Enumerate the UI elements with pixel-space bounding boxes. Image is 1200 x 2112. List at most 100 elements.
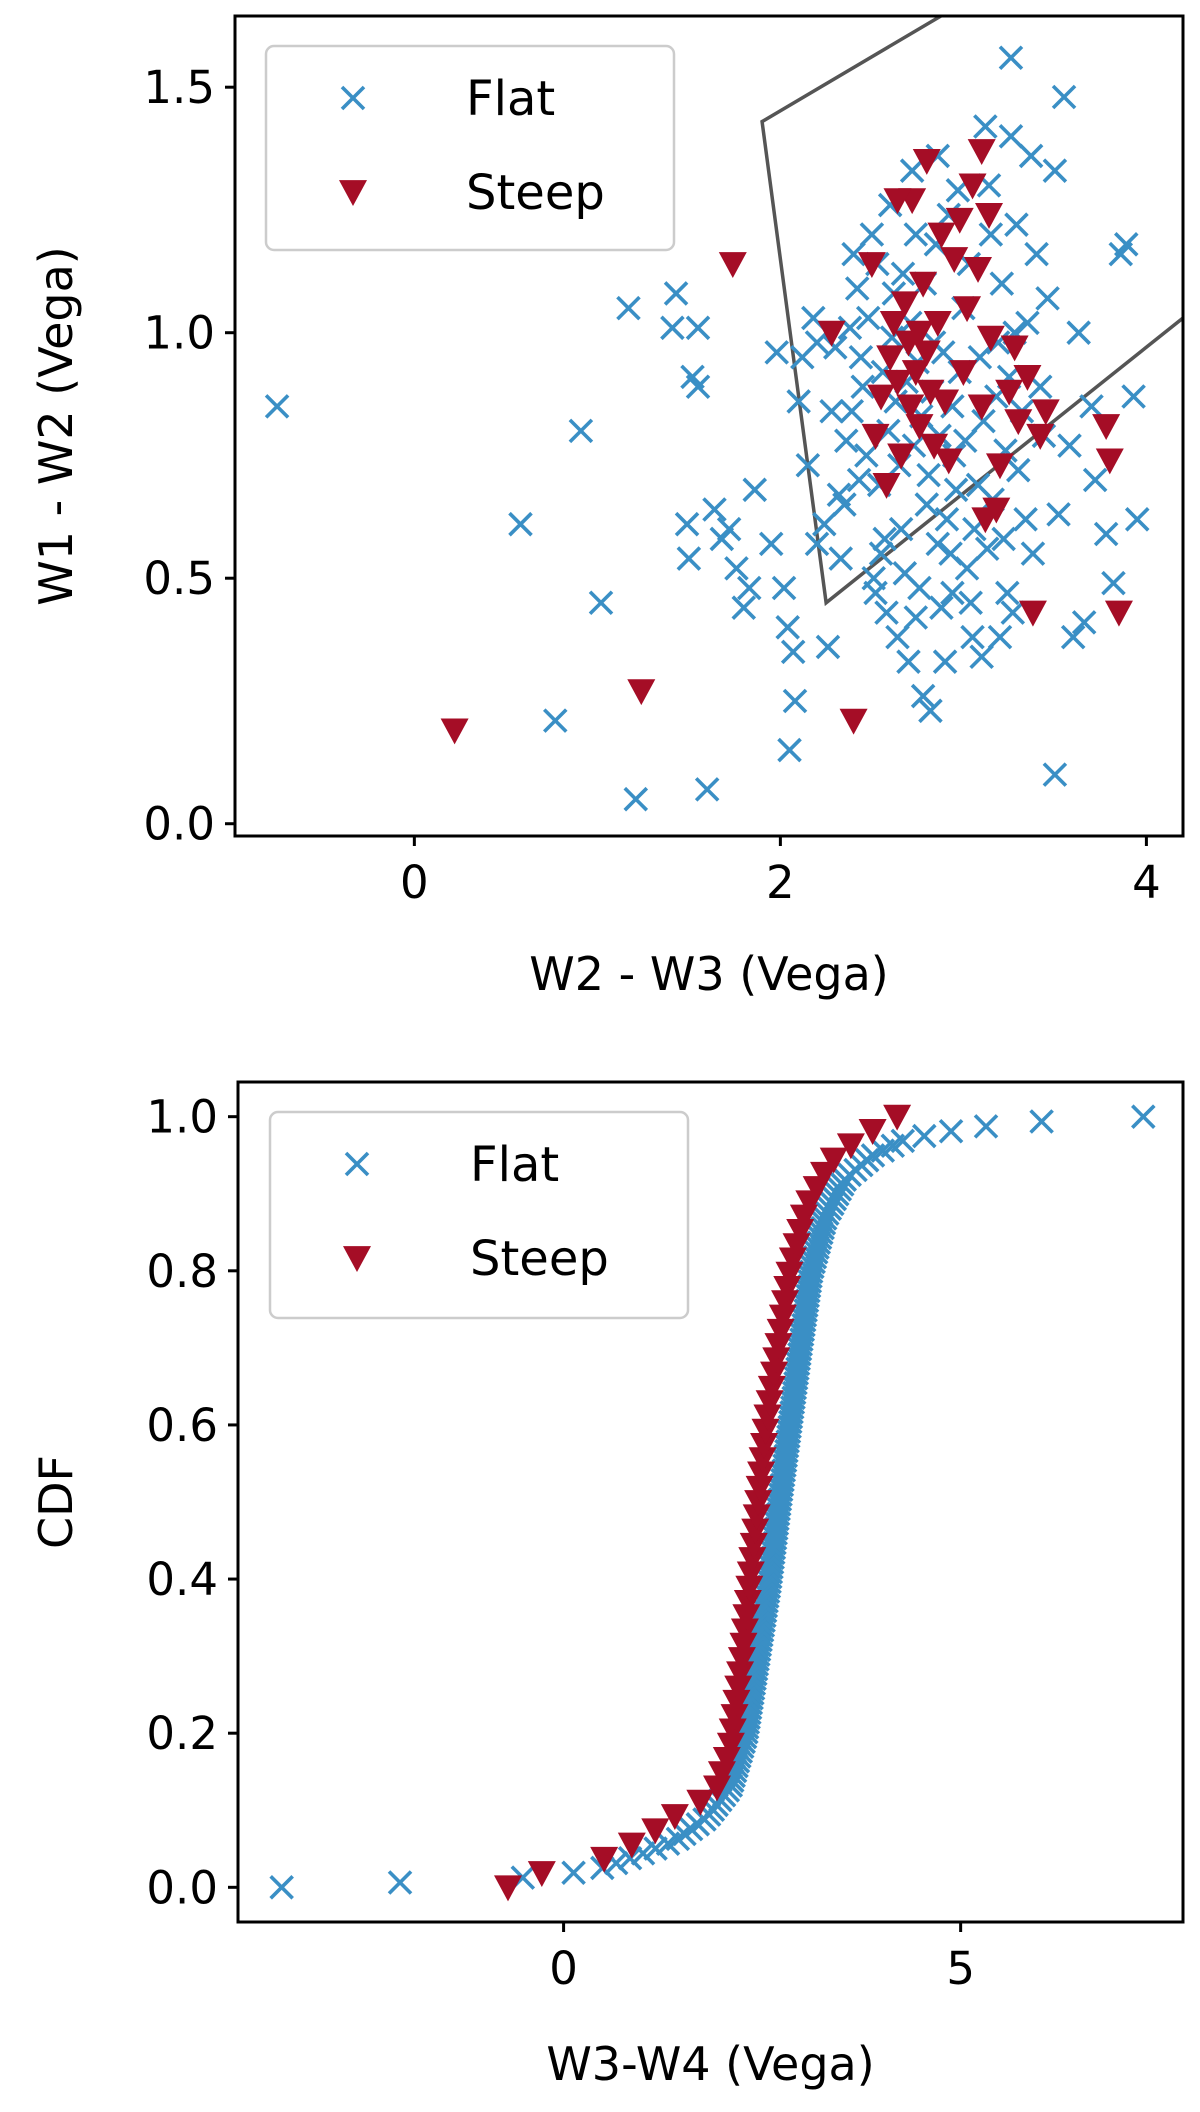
flat-point — [833, 428, 859, 454]
flat-point — [724, 556, 749, 581]
flat-point — [912, 1123, 937, 1149]
flat-point — [663, 281, 689, 306]
steep-point — [958, 173, 987, 200]
flat-point — [1079, 394, 1104, 419]
flat-point — [998, 45, 1024, 71]
steep-point — [967, 394, 996, 421]
flat-point — [938, 1118, 964, 1144]
steep-point — [927, 222, 956, 249]
flat-point — [848, 344, 874, 370]
steep-point — [995, 379, 1024, 406]
flat-point — [1020, 541, 1046, 566]
steep-point — [1018, 600, 1047, 627]
flat-point — [616, 295, 641, 321]
steep-point — [747, 1461, 776, 1488]
flat-point — [841, 241, 866, 267]
flat-point — [918, 698, 943, 724]
flat-point — [1004, 212, 1029, 237]
color-color-legend: Flat Steep — [264, 44, 676, 252]
steep-point — [923, 310, 952, 337]
steep-point — [857, 252, 886, 278]
flat-point — [588, 590, 614, 616]
flat-point — [736, 575, 762, 601]
y-tick-label: 1.5 — [143, 61, 215, 114]
steep-point — [905, 414, 934, 440]
flat-point — [561, 1860, 586, 1886]
steep-point — [934, 448, 963, 475]
steep-point — [912, 340, 941, 367]
flat-point — [899, 158, 925, 183]
flat-point — [694, 777, 720, 802]
steep-point — [745, 1475, 774, 1502]
steep-point — [775, 1261, 804, 1288]
flat-point — [943, 477, 969, 503]
steep-point — [762, 1347, 791, 1374]
steep-point — [890, 291, 919, 318]
color-color-y-axis-label: W1 - W2 (Vega) — [29, 246, 83, 605]
steep-point — [867, 384, 896, 411]
steep-point — [686, 1789, 715, 1816]
flat-point — [1060, 624, 1086, 650]
steep-point — [741, 1518, 770, 1545]
flat-point — [896, 649, 921, 674]
steep-point — [949, 360, 978, 386]
flat-point — [879, 325, 905, 350]
flat-point — [872, 526, 897, 552]
flat-point — [932, 649, 958, 674]
legend-steep-label: Steep — [466, 165, 605, 221]
steep-point — [976, 325, 1005, 352]
legend-steep-marker-icon — [339, 180, 367, 206]
cdf-legend: Flat Steep — [268, 1110, 690, 1320]
flat-point — [874, 600, 899, 625]
flat-point — [508, 511, 533, 537]
flat-point — [643, 1836, 668, 1861]
steep-point — [732, 1604, 761, 1631]
flat-point — [991, 526, 1016, 552]
steep-point — [729, 1632, 758, 1659]
flat-point — [969, 644, 994, 670]
steep-point — [726, 1661, 755, 1688]
steep-point — [819, 1147, 848, 1174]
flat-point — [771, 575, 797, 601]
flat-point — [782, 688, 808, 714]
flat-point — [914, 492, 940, 517]
flat-point — [823, 335, 848, 360]
flat-point — [269, 1875, 294, 1900]
steep-point — [627, 679, 656, 706]
color-color-axes-frame — [233, 14, 1185, 838]
y-tick-label: 0.0 — [143, 798, 215, 851]
steep-point — [1095, 448, 1124, 475]
steep-point — [718, 252, 747, 278]
flat-point — [685, 374, 711, 399]
steep-point — [751, 1418, 780, 1445]
steep-point — [953, 296, 982, 323]
steep-point — [738, 1547, 767, 1574]
steep-point — [1013, 364, 1042, 391]
flat-point — [989, 271, 1015, 296]
steep-point — [768, 1304, 797, 1331]
flat-point — [903, 605, 929, 630]
flat-point — [758, 531, 784, 557]
x-tick-label: 4 — [1132, 856, 1161, 909]
flat-point — [978, 222, 1004, 247]
steep-point — [778, 1247, 807, 1274]
steep-point — [985, 453, 1014, 480]
flat-point — [1006, 457, 1031, 483]
flat-point — [940, 580, 965, 606]
flat-point — [850, 374, 876, 399]
steep-point — [660, 1804, 689, 1830]
color-color-panel: 0 2 4 0.0 0.5 1.0 1.5 W2 - W3 (Vega) W1 - W2 (… — [29, 14, 1185, 1001]
legend-triangle-marker — [343, 1246, 371, 1272]
steep-point — [744, 1490, 773, 1516]
legend-x-marker — [340, 85, 366, 111]
flat-point — [702, 497, 727, 522]
flat-point — [804, 330, 830, 355]
steep-point — [896, 394, 925, 421]
steep-point — [883, 188, 912, 215]
steep-point — [760, 1361, 789, 1388]
legend-steep-label: Steep — [470, 1231, 609, 1287]
flat-point — [775, 615, 800, 640]
legend-flat-marker-icon — [340, 85, 366, 111]
flat-point — [868, 541, 894, 566]
